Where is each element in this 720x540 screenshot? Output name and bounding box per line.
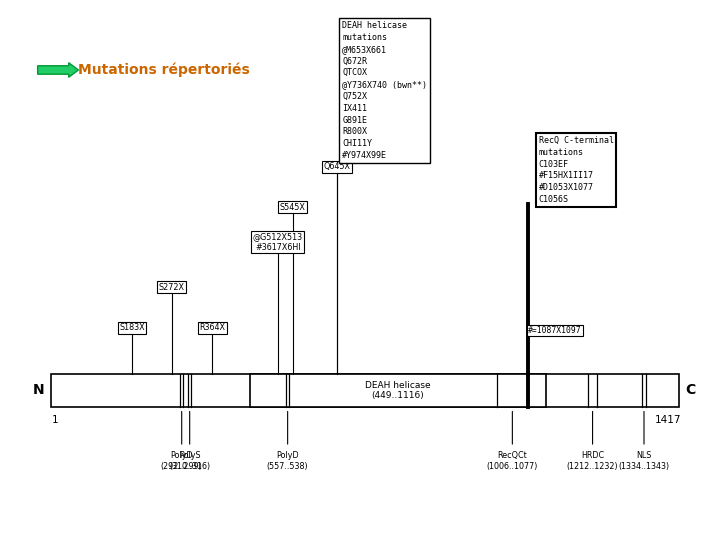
Text: @G512X513
#3617X6HI: @G512X513 #3617X6HI [253,232,303,252]
Text: #=1087X1097: #=1087X1097 [528,326,582,335]
Text: RecQCt
(1006..1077): RecQCt (1006..1077) [487,451,538,471]
Text: Q645X: Q645X [323,163,351,171]
Bar [4,3,716,40]
FancyArrow shape [37,63,78,77]
Text: Relations structure-fonction des hélicases de la famille RecQ: Relations structure-fonction des hélicas… [52,12,668,31]
Text: N: N [32,383,45,397]
Text: DEAH helicase
(449..1116): DEAH helicase (449..1116) [365,381,431,400]
Text: DEAH helicase
mutations
@M653X661
Q672R
QTCOX
@Y736X740 (bwn**)
Q752X
IX411
G891: DEAH helicase mutations @M653X661 Q672R … [342,21,427,160]
Text: HRDC
(1212..1232): HRDC (1212..1232) [567,451,618,471]
Text: NLS
(1334..1343): NLS (1334..1343) [618,451,670,471]
Text: S272X: S272X [158,283,184,292]
Text: S545X: S545X [279,202,305,212]
Bar [250,374,546,407]
Text: R364X: R364X [199,323,225,332]
Text: PolyD
(557..538): PolyD (557..538) [267,451,308,471]
Text: PolyS
(310..316): PolyS (310..316) [169,451,210,471]
Text: Mutations répertoriés: Mutations répertoriés [78,63,249,77]
Bar [51,374,679,407]
Text: 1417: 1417 [654,415,681,425]
Text: S183X: S183X [120,323,145,332]
Text: C: C [685,383,696,397]
Text: 1: 1 [51,415,58,425]
Text: RecQ C-terminal
mutations
C103EF
#F15HX1II17
#D1053X1077
C1056S: RecQ C-terminal mutations C103EF #F15HX1… [539,136,613,204]
Text: PolyD
(292..299): PolyD (292..299) [161,451,202,471]
